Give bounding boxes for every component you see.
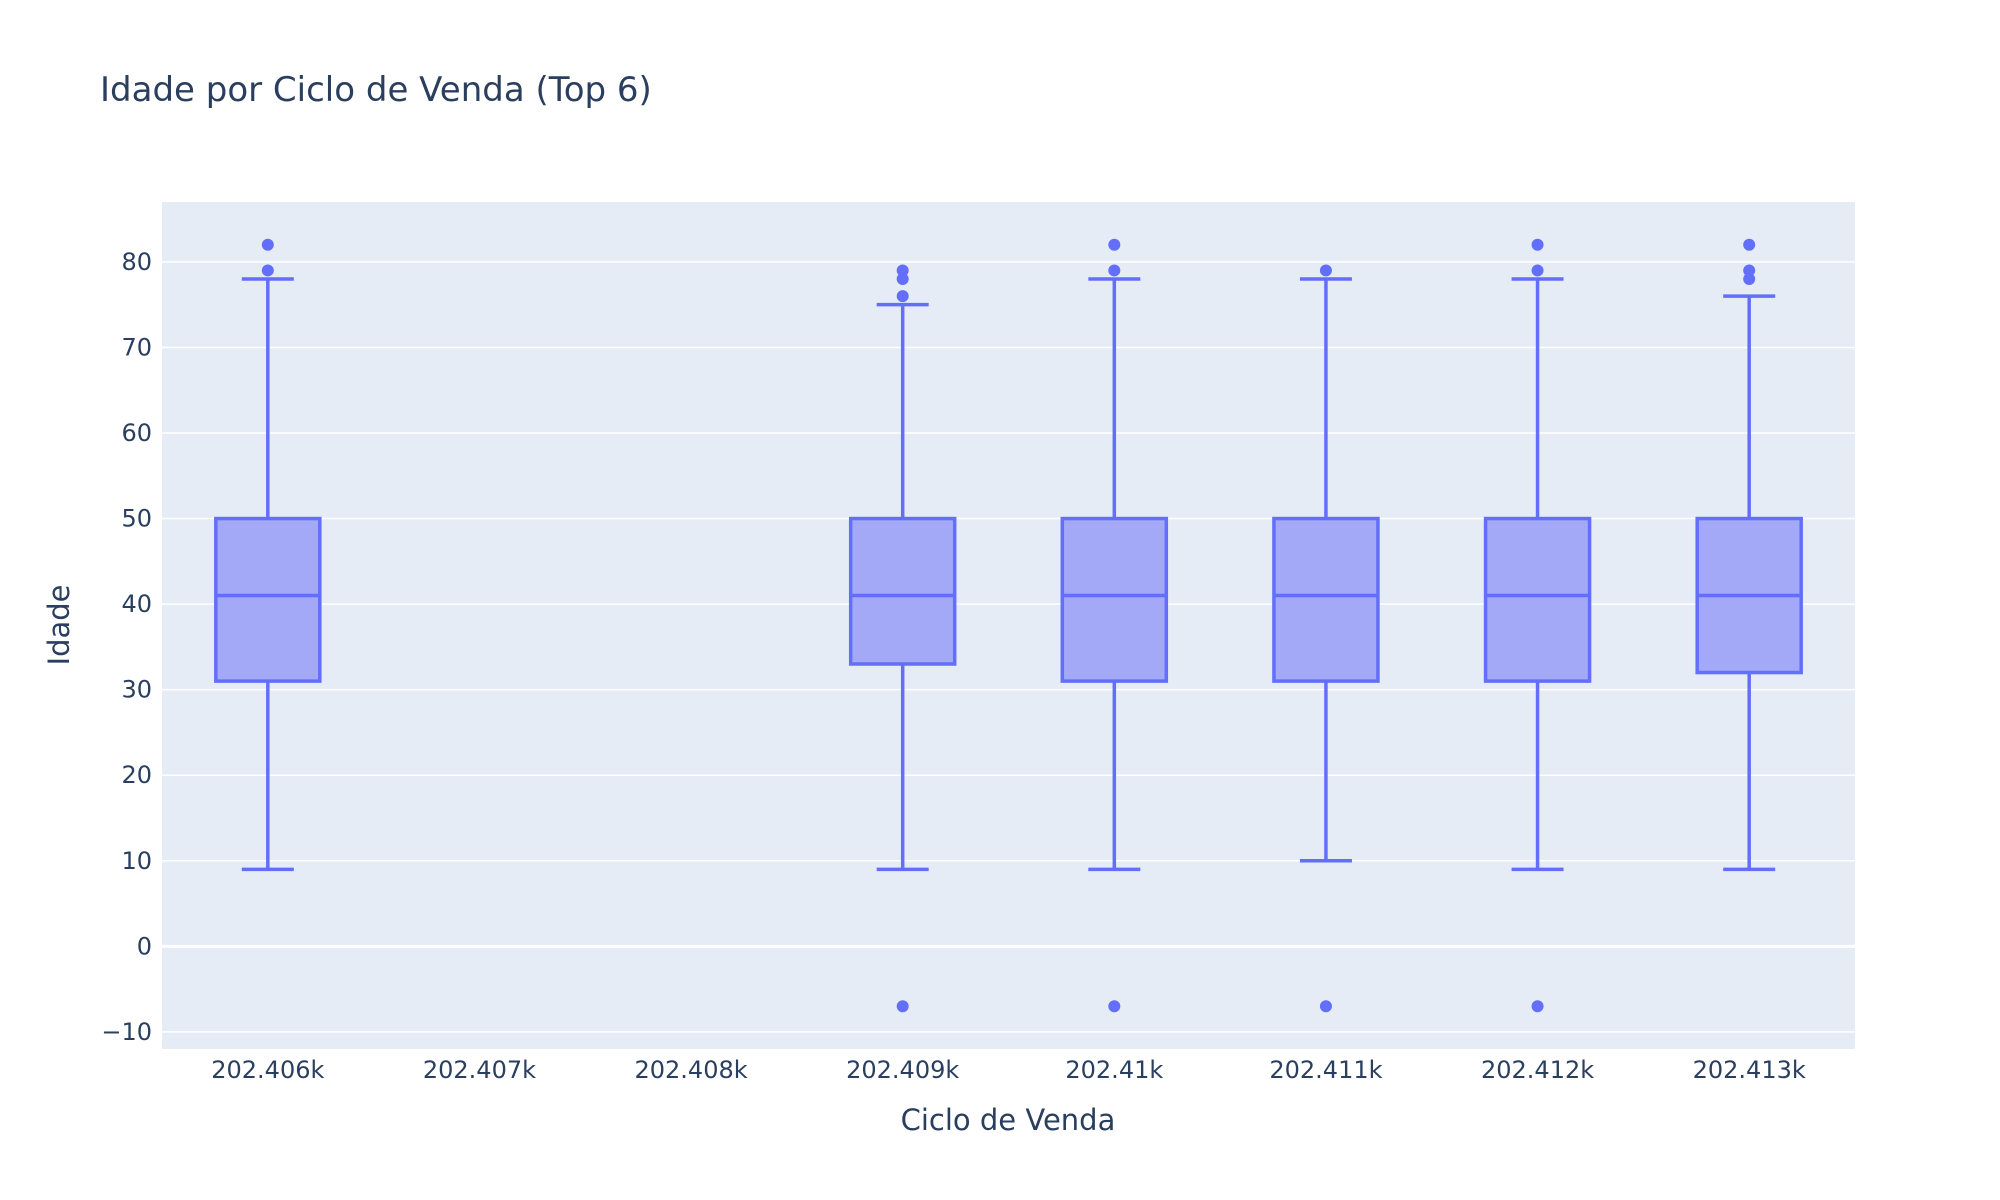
y-tick-label: 40 [121, 590, 152, 618]
box-group [1272, 264, 1380, 1013]
iqr-box [1272, 516, 1380, 683]
x-tick-label: 202.406k [211, 1056, 324, 1084]
gridlines [162, 261, 1855, 1033]
x-tick-label: 202.413k [1693, 1056, 1806, 1084]
y-tick-label: −10 [101, 1018, 152, 1046]
box-group [214, 238, 322, 872]
y-tick-label: 50 [121, 505, 152, 533]
box-group [1483, 238, 1592, 1013]
y-axis-title: Idade [42, 585, 76, 666]
outlier-point [896, 273, 909, 285]
iqr-box [214, 516, 322, 683]
iqr-box [1483, 516, 1592, 683]
x-tick-label: 202.407k [423, 1056, 536, 1084]
x-tick-label: 202.411k [1269, 1056, 1382, 1084]
outlier-point [1531, 238, 1544, 251]
x-axis-title: Ciclo de Venda [901, 1103, 1116, 1137]
y-axis-ticks: −10 0 10 20 30 40 50 60 70 80 [101, 248, 152, 1046]
x-axis-ticks: 202.406k 202.407k 202.408k 202.409k 202.41k 2… [211, 1056, 1806, 1084]
outlier-point [1531, 264, 1544, 277]
y-tick-label: 30 [121, 676, 152, 704]
iqr-box [848, 516, 957, 666]
x-tick-label: 202.41k [1065, 1056, 1163, 1084]
y-tick-label: 20 [121, 761, 152, 789]
y-tick-label: 0 [137, 932, 152, 960]
outlier-point [1108, 1000, 1121, 1013]
y-tick-label: 80 [121, 248, 152, 276]
outlier-point [1319, 1000, 1332, 1013]
outlier-point [1743, 273, 1756, 285]
outlier-point [896, 264, 909, 277]
iqr-box [1060, 516, 1169, 683]
y-tick-label: 10 [121, 847, 152, 875]
plot-area [162, 202, 1855, 1049]
outlier-point [1743, 238, 1756, 251]
outlier-point [1531, 1000, 1544, 1013]
outlier-point [1319, 264, 1332, 277]
chart-title: Idade por Ciclo de Venda (Top 6) [100, 70, 652, 110]
box-series [214, 238, 1803, 1013]
outlier-point [1108, 238, 1121, 251]
x-tick-label: 202.409k [846, 1056, 959, 1084]
box-group [1060, 238, 1169, 1013]
box-group [848, 264, 957, 1013]
x-tick-label: 202.412k [1481, 1056, 1594, 1084]
outlier-point [896, 1000, 909, 1013]
y-tick-label: 70 [121, 333, 152, 361]
outlier-point [1743, 264, 1756, 277]
box-group [1695, 238, 1803, 872]
y-tick-label: 60 [121, 419, 152, 447]
outlier-point [896, 290, 909, 303]
outlier-point [261, 238, 274, 251]
outlier-point [1108, 264, 1121, 277]
outlier-point [261, 264, 274, 277]
x-tick-label: 202.408k [634, 1056, 747, 1084]
